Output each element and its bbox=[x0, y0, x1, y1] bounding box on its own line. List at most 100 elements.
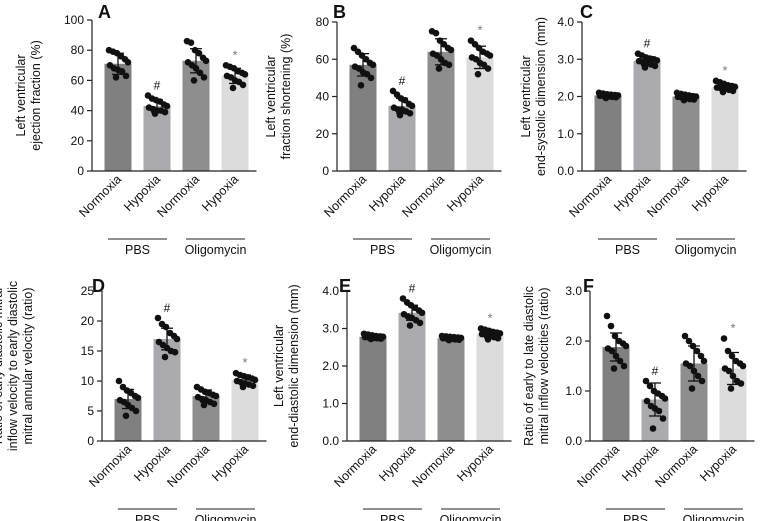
data-point bbox=[611, 332, 619, 340]
data-point bbox=[643, 397, 651, 405]
data-point bbox=[739, 362, 747, 370]
data-point bbox=[646, 382, 654, 390]
data-point bbox=[187, 39, 195, 46]
y-tick-label: 60 bbox=[316, 52, 330, 66]
significance-marker: * bbox=[730, 321, 735, 336]
significance-marker: # bbox=[164, 301, 171, 315]
y-tick-label: 2.0 bbox=[565, 334, 582, 348]
data-point bbox=[484, 65, 492, 72]
data-point bbox=[622, 342, 630, 350]
data-point bbox=[700, 357, 708, 365]
y-tick-label: 40 bbox=[316, 90, 330, 104]
y-tick-label: 0.0 bbox=[322, 434, 339, 448]
significance-marker: * bbox=[477, 23, 482, 38]
panel-e: E #*0.01.02.03.04.0NormoxiaHypoxiaNormoxi… bbox=[272, 276, 512, 521]
data-point bbox=[154, 314, 162, 322]
panel-a: A#*020406080100NormoxiaHypoxiaNormoxiaHy… bbox=[14, 2, 257, 257]
data-point bbox=[200, 401, 208, 409]
data-point bbox=[171, 348, 179, 356]
y-tick-label: 3.0 bbox=[557, 52, 574, 66]
bar-normoxia-2 bbox=[672, 96, 700, 171]
group-label-pbs: PBS bbox=[370, 243, 395, 257]
panel-f: F#*0.01.02.03.0NormoxiaHypoxiaNormoxiaHy… bbox=[522, 276, 755, 521]
group-label-oligomycin: Oligomycin bbox=[430, 243, 492, 257]
data-point bbox=[132, 407, 140, 415]
data-point bbox=[661, 395, 669, 402]
y-axis-label: fraction shortening (%) bbox=[279, 34, 293, 160]
data-point bbox=[610, 365, 618, 372]
bar-hypoxia-1 bbox=[398, 312, 426, 441]
y-tick-label: 15 bbox=[81, 344, 95, 358]
y-axis-label: end-diastolic dimension (mm) bbox=[287, 284, 301, 447]
data-point bbox=[720, 335, 728, 342]
y-tick-label: 0 bbox=[77, 164, 84, 178]
data-point bbox=[603, 312, 611, 320]
y-tick-label: 0.0 bbox=[565, 434, 582, 448]
x-category-label: Hypoxia bbox=[209, 442, 251, 484]
x-category-label: Normoxia bbox=[164, 442, 212, 490]
bar-normoxia-2 bbox=[427, 51, 455, 171]
significance-marker: * bbox=[722, 63, 727, 78]
data-point bbox=[418, 309, 426, 317]
data-point bbox=[693, 347, 701, 355]
data-point bbox=[239, 383, 247, 391]
data-point bbox=[432, 29, 440, 37]
x-category-label: Hypoxia bbox=[689, 172, 731, 214]
data-point bbox=[251, 376, 259, 384]
y-tick-label: 80 bbox=[71, 43, 85, 57]
y-tick-label: 80 bbox=[316, 15, 330, 29]
x-category-label: Hypoxia bbox=[444, 172, 486, 214]
data-point bbox=[134, 394, 142, 402]
y-axis-label: ejection fraction (%) bbox=[29, 40, 43, 150]
significance-marker: # bbox=[154, 79, 161, 93]
y-axis-label: Left ventricular bbox=[272, 325, 286, 407]
significance-marker: # bbox=[644, 37, 651, 51]
data-point bbox=[725, 367, 733, 375]
data-point bbox=[162, 323, 170, 331]
bar-normoxia-2 bbox=[437, 338, 465, 441]
x-category-label: Normoxia bbox=[331, 442, 379, 490]
y-tick-label: 100 bbox=[64, 13, 84, 27]
y-axis-label: inflow velocity to early diastolic bbox=[6, 281, 20, 451]
data-point bbox=[727, 385, 735, 392]
data-point bbox=[377, 335, 385, 342]
y-tick-label: 20 bbox=[81, 314, 95, 328]
x-category-label: Normoxia bbox=[321, 172, 369, 220]
data-point bbox=[122, 72, 130, 80]
data-point bbox=[620, 362, 628, 370]
data-point bbox=[659, 415, 667, 422]
y-tick-label: 1.0 bbox=[557, 127, 574, 141]
x-category-label: Normoxia bbox=[86, 442, 134, 490]
x-category-label: Normoxia bbox=[652, 442, 700, 490]
data-point bbox=[686, 362, 694, 370]
y-tick-label: 4.0 bbox=[557, 15, 574, 29]
data-point bbox=[685, 337, 693, 345]
panel-b: B#*020406080NormoxiaHypoxiaNormoxiaHypox… bbox=[264, 2, 502, 257]
y-axis-label: mitral inflow velocities (ratio) bbox=[537, 288, 551, 445]
group-label-pbs: PBS bbox=[125, 243, 150, 257]
data-point bbox=[655, 407, 663, 415]
data-point bbox=[474, 70, 482, 78]
data-point bbox=[118, 68, 126, 75]
data-point bbox=[241, 71, 249, 78]
panel-d: D#*0510152025NormoxiaHypoxiaNormoxiaHypo… bbox=[0, 276, 267, 521]
significance-marker: * bbox=[232, 47, 237, 62]
bar-hypoxia-1 bbox=[143, 106, 171, 171]
y-tick-label: 40 bbox=[71, 104, 85, 118]
group-label-oligomycin: Oligomycin bbox=[675, 243, 737, 257]
panel-letter: E bbox=[339, 276, 351, 296]
data-point bbox=[486, 52, 494, 59]
bar-normoxia-0 bbox=[359, 336, 387, 441]
significance-marker: # bbox=[652, 364, 659, 378]
data-point bbox=[173, 335, 181, 343]
group-label-pbs: PBS bbox=[623, 513, 648, 521]
data-point bbox=[690, 96, 698, 103]
data-point bbox=[200, 74, 208, 81]
data-point bbox=[229, 84, 237, 92]
panel-letter: B bbox=[333, 2, 346, 22]
y-axis-label: Left ventricular bbox=[14, 55, 28, 137]
x-category-label: Normoxia bbox=[154, 172, 202, 220]
group-label-oligomycin: Oligomycin bbox=[195, 513, 257, 521]
y-tick-label: 5 bbox=[87, 404, 94, 418]
panel-letter: F bbox=[583, 276, 594, 296]
